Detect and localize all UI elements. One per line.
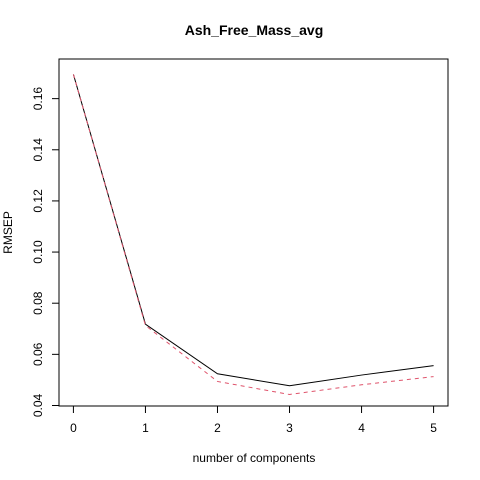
x-tick-label: 2 [214, 421, 221, 435]
y-tick-label: 0.16 [31, 87, 45, 111]
y-tick-label: 0.08 [31, 291, 45, 315]
y-axis-label: RMSEP [1, 211, 15, 254]
y-tick-label: 0.14 [31, 138, 45, 162]
x-axis-label: number of components [193, 451, 316, 465]
y-tick-label: 0.10 [31, 240, 45, 264]
x-tick-label: 3 [286, 421, 293, 435]
x-axis: 0 1 2 3 4 5 [70, 405, 437, 435]
x-tick-label: 4 [358, 421, 365, 435]
x-tick-label: 0 [70, 421, 77, 435]
series-line-1 [72, 74, 434, 387]
x-tick-label: 1 [142, 421, 149, 435]
y-tick-label: 0.12 [31, 189, 45, 213]
y-tick-label: 0.04 [31, 393, 45, 417]
plot-frame [58, 58, 449, 407]
series-layer [72, 74, 434, 395]
y-tick-label: 0.06 [31, 342, 45, 366]
x-tick-label: 5 [430, 421, 437, 435]
y-axis: 0.04 0.06 0.08 0.10 0.12 0.14 0.16 [31, 87, 60, 417]
chart-title: Ash_Free_Mass_avg [185, 22, 324, 38]
series-line-2 [72, 74, 434, 395]
